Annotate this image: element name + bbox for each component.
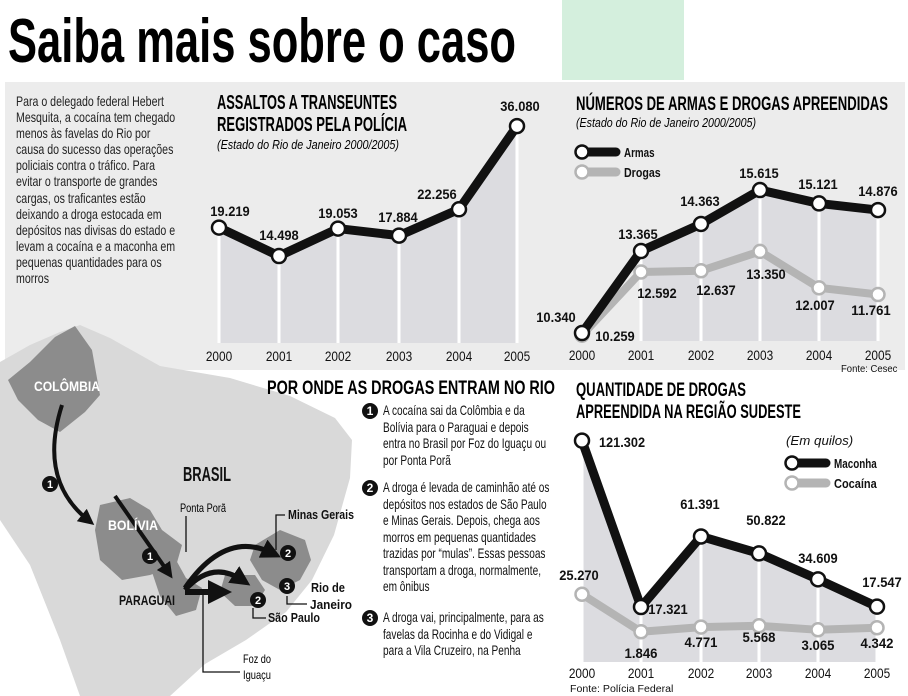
chart3-data-label: 61.391	[680, 496, 720, 512]
chart3-x-tick-label: 2005	[864, 665, 890, 681]
chart3-data-label: 25.270	[559, 567, 599, 583]
label-bolivia: BOLÍVIA	[108, 517, 158, 533]
chart3-data-point	[809, 571, 827, 588]
chart3-data-label: 5.568	[743, 629, 776, 645]
chart3-data-point	[573, 432, 591, 449]
chart3-unit-label: (Em quilos)	[786, 433, 853, 448]
leader-lines	[185, 514, 307, 673]
step-number: 3	[362, 610, 378, 626]
step-marker-1: 1	[142, 548, 158, 564]
label-foz-1: Foz do	[243, 652, 271, 666]
label-ponta-pora: Ponta Porã	[180, 501, 226, 515]
route-arrow-paraguay-minas	[182, 539, 281, 590]
svg-text:1: 1	[147, 551, 153, 563]
chart3-data-point	[810, 622, 826, 638]
label-minas-gerais: Minas Gerais	[288, 507, 354, 522]
label-rio-1: Rio de	[311, 580, 345, 595]
label-paraguai: PARAGUAI	[119, 592, 175, 608]
chart3-series-maconha-line	[577, 439, 879, 612]
chart3-data-label: 4.342	[861, 635, 894, 651]
chart3-data-label: 4.771	[685, 634, 718, 650]
chart3-x-tick-label: 2001	[628, 665, 654, 681]
chart3-data-label: 17.547	[862, 574, 902, 590]
intro-paragraph: Para o delegado federal Hebert Mesquita,…	[16, 94, 176, 287]
label-rio-2: Janeiro	[310, 597, 352, 612]
chart3-data-label: 34.609	[798, 550, 838, 566]
step-number: 1	[362, 403, 378, 419]
chart3-title-line1: QUANTIDADE DE DROGAS	[576, 380, 746, 401]
chart3-data-label: 121.302	[599, 434, 645, 450]
chart3-data-label: 50.822	[746, 512, 786, 528]
legend-cocaína-label: Cocaína	[834, 476, 877, 491]
legend-cocaína-marker	[784, 475, 800, 491]
step-marker-2: 2	[250, 592, 266, 608]
label-sao-paulo: São Paulo	[268, 610, 320, 625]
step-text: A cocaína sai da Colômbia e da Bolívia p…	[383, 402, 547, 468]
chart3-x-tick-label: 2003	[746, 665, 772, 681]
chart3-data-point	[632, 598, 650, 616]
chart3-data-point	[692, 528, 710, 545]
svg-text:2: 2	[255, 595, 261, 607]
step-marker-3: 3	[279, 578, 295, 594]
route-arrow-bolivia-paraguay	[113, 494, 173, 579]
chart3-data-label: 17.321	[648, 601, 688, 617]
chart3-title-line2: APREENDIDA NA REGIÃO SUDESTE	[576, 401, 801, 423]
step-text: A droga é levada de caminhão até os depó…	[383, 479, 550, 594]
step-marker-1: 1	[42, 476, 58, 492]
legend-maconha-label: Maconha	[834, 456, 877, 471]
chart3-data-label: 1.846	[625, 645, 658, 661]
chart3-series-cocaína-line	[579, 590, 878, 636]
chart3-data-point	[869, 620, 885, 636]
svg-text:3: 3	[284, 581, 290, 593]
step-marker-2: 2	[280, 545, 296, 561]
chart3-x-tick-label: 2000	[569, 665, 595, 681]
route-arrow-paraguay-sp	[183, 566, 251, 592]
south-america-map: 1 1 2 2 3 COLÔMBIA BOLÍVIA PARAGUAI BRAS…	[0, 325, 354, 696]
chart3-data-label: 3.065	[802, 637, 835, 653]
svg-text:2: 2	[285, 548, 291, 560]
chart3-source: Fonte: Polícia Federal	[570, 684, 673, 695]
chart3-data-point	[574, 586, 590, 603]
chart3-data-point	[633, 624, 649, 640]
label-colombia: COLÔMBIA	[34, 377, 100, 394]
label-foz-2: Iguaçu	[243, 668, 271, 682]
chart3-area-fill	[582, 440, 877, 662]
colombia-shape	[8, 326, 100, 432]
step-text: A droga vai, principalmente, para as fav…	[383, 609, 544, 658]
chart3-data-point	[750, 545, 768, 562]
route-arrow-colombia-bolivia	[52, 404, 95, 526]
chart3-data-point	[868, 598, 886, 615]
accent-block	[562, 0, 684, 80]
headline: Saiba mais sobre o caso	[8, 7, 516, 76]
step-number: 2	[362, 480, 378, 496]
chart3-data-point	[751, 618, 767, 634]
label-brasil: BRASIL	[183, 464, 231, 486]
legend-maconha-marker	[784, 455, 800, 471]
chart3-x-tick-label: 2002	[688, 665, 714, 681]
chart3-data-point	[693, 619, 709, 635]
chart3-x-tick-label: 2004	[805, 665, 831, 681]
svg-text:1: 1	[47, 479, 53, 491]
